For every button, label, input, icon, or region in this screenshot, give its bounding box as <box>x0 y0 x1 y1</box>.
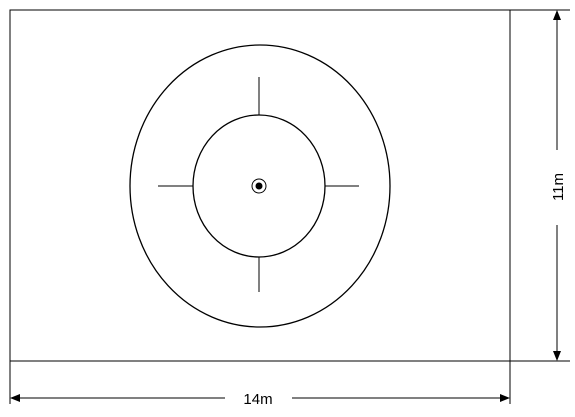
height-dimension: 11m <box>550 10 567 361</box>
room-outline <box>9 9 511 362</box>
width-label: 14m <box>243 391 272 408</box>
height-label: 11m <box>550 173 567 201</box>
arrow-up-icon <box>553 10 561 20</box>
arrow-left-icon <box>10 394 20 402</box>
outer-ellipse <box>129 44 391 328</box>
center-marker-ring <box>251 178 267 194</box>
arrow-down-icon <box>553 351 561 361</box>
arrow-right-icon <box>500 394 510 402</box>
center-marker-dot <box>255 182 263 190</box>
width-dimension: 14m <box>10 391 510 408</box>
